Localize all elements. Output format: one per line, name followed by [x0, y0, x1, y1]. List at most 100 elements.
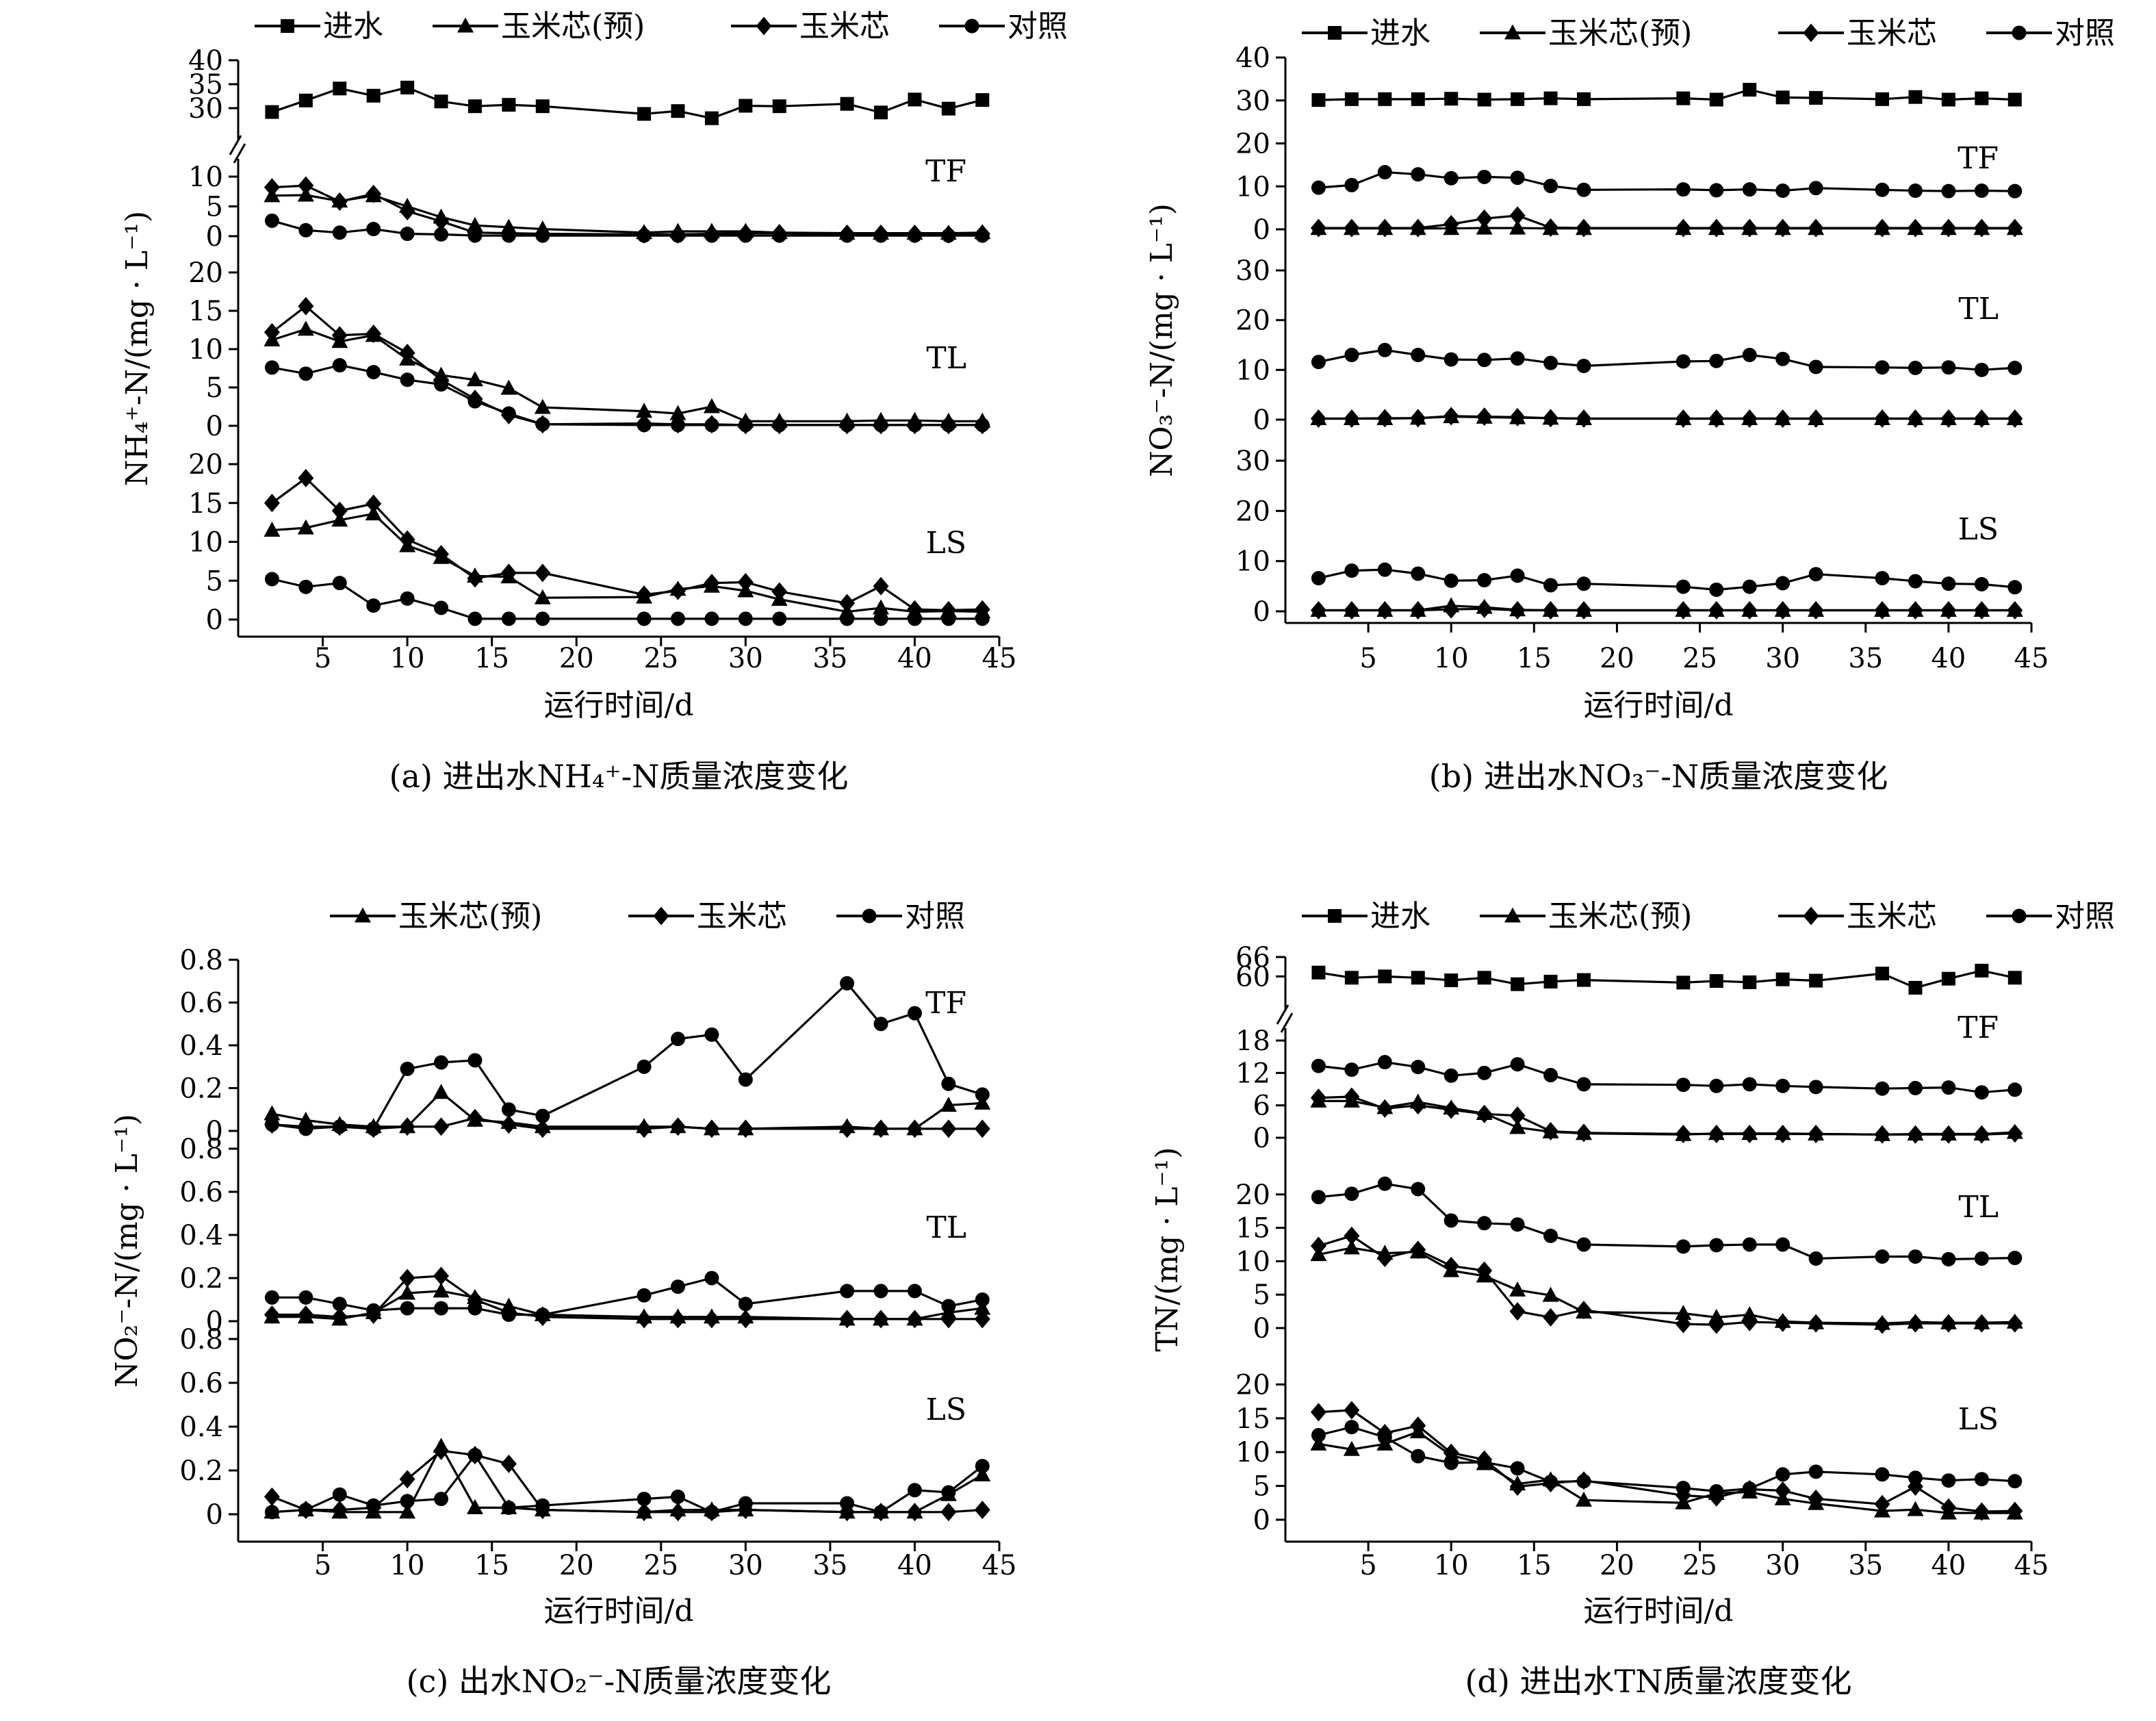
data-point	[332, 1297, 347, 1312]
series-diamond	[1310, 1087, 2023, 1144]
data-point	[1543, 1475, 1558, 1490]
y-tick-label: 0	[1253, 596, 1270, 628]
caption: (b) 进出水NO₃⁻-N质量浓度变化	[1429, 758, 1888, 795]
data-point	[907, 228, 922, 243]
data-point	[975, 93, 990, 107]
data-point	[737, 1119, 754, 1138]
data-point	[1875, 182, 1890, 197]
data-point	[1676, 91, 1691, 105]
y-tick-label: 5	[206, 372, 223, 404]
data-point	[1775, 90, 1790, 105]
legend-label: 进水	[1370, 16, 1430, 51]
subpanel-tf: 0 0.2 0.4 0.6 0.8 TF	[179, 945, 991, 1147]
data-point	[332, 1119, 347, 1134]
data-point	[1775, 1237, 1791, 1252]
panel-d: 进水 玉米芯(预) 玉米芯 对照5 10 15 20 25 30 35 40 45运行时间/dTN/(…	[1150, 899, 2115, 1700]
data-point	[400, 227, 415, 242]
data-point	[1311, 93, 1326, 107]
subpanel-tl: 0 0.2 0.4 0.6 0.8 TL	[179, 1134, 991, 1338]
data-point	[1742, 1237, 1757, 1252]
y-axis-label: NO₂⁻-N/(mg · L⁻¹)	[110, 1114, 144, 1388]
panel-b: 进水 玉米芯(预) 玉米芯 对照 5 10 15 20 25 30 35 40 45 运行时间/d NO₃⁻…	[1144, 16, 2115, 795]
data-point	[1907, 1501, 1924, 1516]
legend-item: 玉米芯	[1778, 16, 1937, 51]
data-point	[1410, 1240, 1426, 1260]
data-point	[636, 1310, 652, 1329]
y-axis-label: TN/(mg · L⁻¹)	[1150, 1147, 1185, 1352]
data-point	[501, 1102, 516, 1117]
data-point	[974, 1299, 991, 1315]
data-point	[1543, 91, 1558, 105]
data-point	[264, 1105, 281, 1121]
data-point	[670, 228, 685, 243]
series-circle	[264, 1271, 990, 1323]
data-point	[840, 1284, 855, 1299]
y-tick-label: 0.6	[179, 1177, 223, 1208]
data-point	[1941, 360, 1956, 375]
legend-item: 进水	[1302, 16, 1430, 51]
data-point	[1311, 1058, 1326, 1073]
data-point	[1775, 972, 1790, 986]
legend-label: 玉米芯	[799, 9, 890, 44]
data-point	[906, 1310, 923, 1329]
data-point	[840, 1496, 855, 1511]
data-point	[1875, 92, 1889, 106]
data-point	[1344, 1087, 1360, 1106]
data-point	[1510, 1461, 1525, 1476]
data-point	[467, 1448, 483, 1463]
data-point	[1376, 218, 1393, 238]
data-point	[1377, 1176, 1392, 1191]
data-point	[1509, 407, 1526, 426]
x-tick-label: 40	[1931, 643, 1966, 674]
y-tick-label: 0.4	[179, 1220, 223, 1251]
y-tick-label: 30	[1235, 446, 1270, 477]
data-point	[1809, 973, 1823, 988]
data-point	[840, 611, 855, 626]
y-tick-label: 0	[206, 604, 223, 636]
data-point	[637, 228, 652, 243]
data-point	[1411, 348, 1426, 363]
data-point	[974, 1119, 990, 1138]
data-point	[1709, 183, 1724, 198]
data-point	[1775, 351, 1791, 366]
subpanel-label: TF	[1958, 141, 1999, 176]
data-point	[1310, 1088, 1326, 1108]
x-tick-label: 40	[897, 643, 932, 674]
legend-item: 玉米芯	[628, 899, 787, 934]
data-point	[501, 1308, 516, 1323]
data-point	[1742, 1481, 1757, 1496]
x-tick-label: 45	[2014, 643, 2049, 674]
data-point	[1477, 169, 1492, 184]
data-point	[466, 1499, 483, 1514]
data-point	[1709, 973, 1723, 988]
y-tick-label: 0.2	[179, 1073, 223, 1105]
data-point	[1875, 967, 1889, 981]
data-point	[400, 80, 415, 94]
data-point	[1741, 1312, 1758, 1331]
data-point	[1576, 1237, 1591, 1252]
data-point	[1874, 409, 1890, 429]
data-point	[1311, 180, 1326, 195]
data-point	[669, 581, 686, 600]
data-point	[333, 81, 347, 96]
data-point	[467, 99, 482, 114]
data-point	[400, 1301, 415, 1316]
data-point	[2007, 1314, 2023, 1333]
y-tick-label: 20	[1235, 1180, 1270, 1211]
data-point	[365, 324, 382, 344]
data-point	[400, 372, 415, 387]
subpanel-tl: 0 10 20 30 TL	[1235, 255, 2023, 436]
y-tick-label: 10	[1235, 546, 1270, 578]
data-point	[534, 589, 551, 604]
data-point	[1542, 1286, 1559, 1302]
data-point	[636, 403, 653, 418]
x-tick-label: 20	[559, 643, 594, 674]
x-tick-label: 30	[728, 643, 763, 674]
data-point	[1709, 1078, 1724, 1093]
data-point	[332, 1487, 347, 1502]
data-point	[332, 358, 347, 373]
subpanel-label: TF	[1958, 1010, 1999, 1045]
y-tick-label: 15	[1235, 1213, 1270, 1245]
legend-label: 玉米芯	[1847, 16, 1937, 51]
x-tick-label: 20	[559, 1550, 594, 1581]
